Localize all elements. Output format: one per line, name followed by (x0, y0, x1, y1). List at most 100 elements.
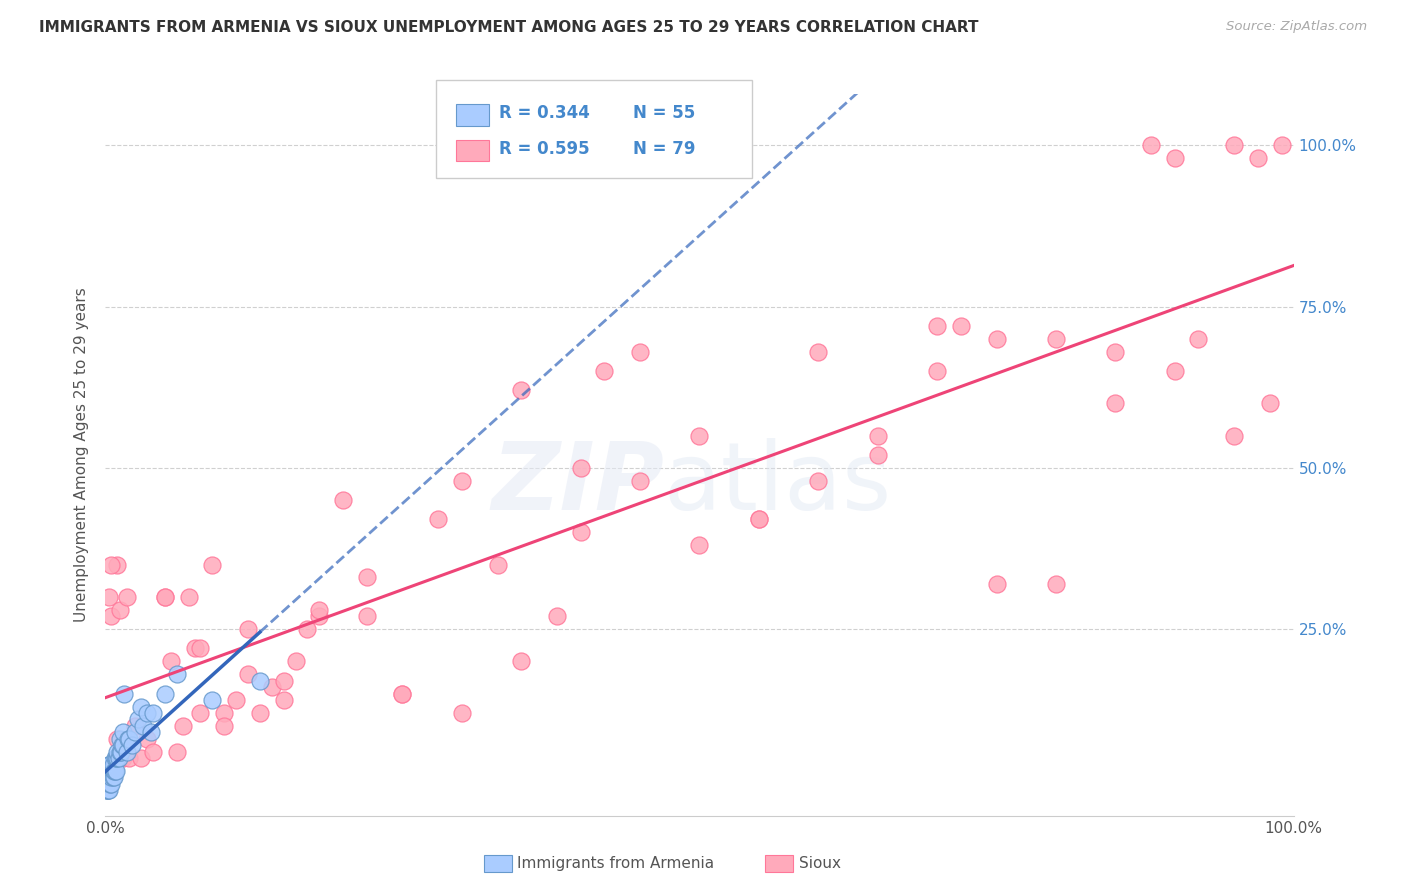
Point (1164, 151, 1187, 165)
Point (391, 687, 413, 701)
Point (807, 344, 830, 359)
Point (486, 558, 509, 572)
Point (129, 699, 152, 714)
Point (98, 771, 121, 785)
Point (236, 622, 259, 636)
Point (100, 764, 122, 778)
Point (260, 680, 283, 694)
Point (166, 745, 188, 759)
Point (689, 538, 711, 552)
Point (108, 603, 131, 617)
Point (1104, 396, 1126, 410)
Point (1140, 138, 1163, 153)
Point (98, 783, 121, 797)
Point (105, 558, 128, 572)
Point (748, 512, 770, 526)
Point (98, 777, 121, 791)
Point (108, 731, 131, 746)
Point (153, 590, 176, 604)
Point (925, 318, 948, 333)
Point (356, 609, 378, 624)
Point (153, 687, 176, 701)
Point (97, 757, 120, 772)
Point (689, 428, 711, 442)
Point (332, 493, 354, 508)
Point (97, 783, 120, 797)
Text: R = 0.595: R = 0.595 (499, 140, 589, 158)
Point (117, 731, 139, 746)
Point (121, 738, 143, 752)
Point (201, 558, 224, 572)
Point (114, 687, 136, 701)
Point (214, 706, 236, 720)
Point (98, 590, 121, 604)
Point (986, 577, 1008, 591)
Point (1271, 138, 1294, 153)
Point (1045, 577, 1067, 591)
Point (112, 725, 135, 739)
Point (628, 474, 651, 488)
Point (98, 764, 121, 778)
Point (107, 751, 129, 765)
Point (100, 558, 122, 572)
Point (101, 757, 124, 772)
Point (1104, 344, 1126, 359)
Text: N = 55: N = 55 (633, 104, 695, 122)
Point (98, 757, 121, 772)
Point (925, 364, 948, 378)
Point (748, 512, 770, 526)
Point (115, 590, 138, 604)
Point (136, 731, 159, 746)
Point (510, 384, 533, 398)
Point (96, 771, 118, 785)
Point (103, 771, 125, 785)
Text: IMMIGRANTS FROM ARMENIA VS SIOUX UNEMPLOYMENT AMONG AGES 25 TO 29 YEARS CORRELAT: IMMIGRANTS FROM ARMENIA VS SIOUX UNEMPLO… (39, 20, 979, 35)
Point (391, 687, 413, 701)
Point (98, 771, 121, 785)
Point (104, 764, 127, 778)
Point (129, 751, 152, 765)
Text: Sioux: Sioux (799, 856, 841, 871)
Point (127, 713, 149, 727)
Point (142, 706, 165, 720)
Text: Source: ZipAtlas.com: Source: ZipAtlas.com (1226, 20, 1367, 33)
Point (115, 745, 138, 759)
Point (105, 731, 128, 746)
Point (225, 693, 247, 707)
Point (1187, 332, 1209, 346)
Text: ZIP: ZIP (491, 438, 664, 530)
Point (108, 745, 131, 759)
Point (124, 725, 146, 739)
Point (949, 318, 972, 333)
Point (593, 364, 616, 378)
Point (105, 751, 128, 765)
Point (97, 764, 120, 778)
Point (97, 777, 120, 791)
Point (172, 719, 194, 733)
Point (98, 764, 121, 778)
Point (118, 751, 141, 765)
Point (101, 764, 124, 778)
Point (96, 783, 118, 797)
Point (297, 622, 319, 636)
Point (159, 654, 181, 668)
Point (249, 706, 271, 720)
Point (1258, 396, 1281, 410)
Point (190, 706, 212, 720)
Point (100, 777, 122, 791)
Point (1164, 364, 1187, 378)
Point (105, 764, 128, 778)
Point (807, 474, 830, 488)
Point (308, 609, 330, 624)
Point (273, 693, 295, 707)
Point (110, 745, 132, 759)
Point (101, 771, 124, 785)
Point (510, 654, 533, 668)
Point (1223, 138, 1246, 153)
Point (100, 609, 122, 624)
Point (450, 474, 472, 488)
Point (139, 725, 162, 739)
Point (118, 731, 141, 746)
Text: Immigrants from Armenia: Immigrants from Armenia (517, 856, 714, 871)
Point (97, 771, 120, 785)
